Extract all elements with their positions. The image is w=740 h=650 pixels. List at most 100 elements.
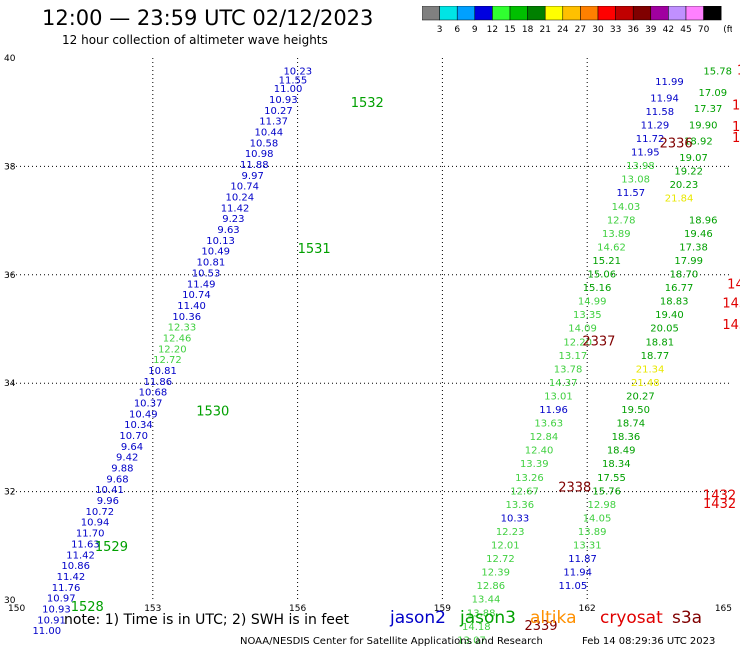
wave-height-label: 12.72 — [153, 355, 182, 366]
wave-height-label: 18.96 — [689, 215, 718, 226]
wave-height-label: 10.81 — [197, 258, 226, 269]
wave-height-label: 17.55 — [597, 473, 626, 484]
wave-height-label: 14.18 — [462, 622, 491, 633]
legend-tick: 6 — [454, 25, 460, 35]
wave-height-label: 12.01 — [491, 541, 520, 552]
wave-height-label: 11.05 — [559, 581, 588, 592]
wave-height-label: 19.22 — [674, 167, 703, 178]
wave-height-label: 12.33 — [168, 323, 197, 334]
wave-height-label: 11.57 — [616, 188, 645, 199]
wave-height-label: 10.53 — [192, 268, 221, 279]
wave-height-label: 12.20 — [158, 344, 187, 355]
wave-height-label: 9.64 — [121, 442, 143, 453]
wave-height-label: 11.76 — [52, 583, 81, 594]
wave-height-label: 13.89 — [602, 229, 631, 240]
wave-height-label: 13.17 — [559, 351, 588, 362]
wave-height-label: 11.95 — [631, 148, 660, 159]
wave-height-label: 13.26 — [515, 473, 544, 484]
wave-height-label: 10.74 — [230, 182, 259, 193]
wave-height-label: 15.06 — [588, 270, 617, 281]
wave-height-label: 13.31 — [573, 541, 602, 552]
wave-height-label: 18.49 — [607, 446, 636, 457]
wave-height-label: 11.49 — [187, 279, 216, 290]
wave-height-label: 10.23 — [283, 66, 312, 77]
wave-height-label: 12.84 — [530, 432, 559, 443]
wave-height-label: 10.49 — [129, 409, 158, 420]
wave-height-label: 18.92 — [684, 137, 713, 148]
wave-height-label: 21.34 — [636, 364, 665, 375]
y-tick-label: 34 — [4, 379, 16, 389]
satellite-label-altika: altika — [530, 608, 577, 628]
wave-height-label: 15.76 — [592, 486, 621, 497]
legend-tick: 27 — [575, 25, 586, 35]
wave-height-label: 14.62 — [597, 242, 626, 253]
wave-height-label: 13.89 — [578, 527, 607, 538]
wave-height-label: 17.38 — [679, 242, 708, 253]
legend-unit: (ft) — [723, 25, 732, 35]
wave-height-label: 13.48 — [452, 649, 481, 650]
legend-tick: 18 — [522, 25, 534, 35]
wave-height-label: 10.49 — [201, 247, 230, 258]
satellite-label-jason2: jason2 — [390, 608, 446, 628]
y-tick-label: 32 — [4, 488, 15, 498]
track-number-label: 1432 — [703, 489, 736, 504]
wave-height-label: 18.74 — [616, 419, 645, 430]
wave-height-label: 11.58 — [645, 107, 674, 118]
wave-height-label: 12.86 — [477, 581, 506, 592]
wave-height-label: 9.97 — [242, 171, 264, 182]
wave-height-label: 14.03 — [612, 202, 641, 213]
wave-height-label: 19.40 — [655, 310, 684, 321]
wave-height-label: 19.46 — [684, 229, 713, 240]
wave-height-label: 18.34 — [602, 459, 631, 470]
wave-height-label: 16.77 — [665, 283, 694, 294]
wave-height-label: 17.09 — [699, 88, 728, 99]
wave-height-label: 11.55 — [279, 75, 308, 86]
track-number-label: 1 — [737, 63, 740, 78]
track-number-label: 1432 — [703, 497, 736, 512]
wave-height-label: 10.33 — [501, 513, 530, 524]
x-tick-label: 165 — [715, 604, 732, 614]
track-number-label: 2338 — [558, 481, 591, 496]
wave-height-label: 15.78 — [703, 66, 732, 77]
wave-height-label: 21.84 — [665, 194, 694, 205]
wave-height-label: 11.72 — [636, 134, 665, 145]
wave-height-label: 9.88 — [111, 464, 133, 475]
track-number-label: 1430 — [727, 277, 740, 292]
wave-height-label: 11.87 — [568, 554, 597, 565]
wave-height-label: 14.99 — [578, 297, 607, 308]
wave-height-label: 10.34 — [124, 420, 153, 431]
chart-subtitle: 12 hour collection of altimeter wave hei… — [62, 33, 328, 47]
wave-height-label: 11.94 — [650, 93, 679, 104]
wave-height-label: 13.36 — [505, 500, 534, 511]
timestamp: Feb 14 08:29:36 UTC 2023 — [582, 636, 716, 647]
wave-height-label: 19.07 — [679, 153, 708, 164]
wave-height-label: 11.94 — [563, 568, 592, 579]
wave-height-label: 9.42 — [116, 453, 138, 464]
wave-height-label: 11.00 — [32, 626, 61, 637]
wave-height-label: 10.58 — [250, 138, 279, 149]
wave-height-label: 13.44 — [472, 595, 501, 606]
wave-height-label: 11.86 — [143, 377, 172, 388]
wave-height-label: 19.90 — [689, 120, 718, 131]
track-number-label: 1529 — [95, 540, 128, 555]
wave-height-label: 10.97 — [47, 594, 76, 605]
track-number-label: 2339 — [524, 619, 557, 634]
y-tick-label: 40 — [4, 54, 16, 64]
wave-height-label: 12.23 — [496, 527, 525, 538]
legend-tick: 12 — [487, 25, 498, 35]
legend-tick: 45 — [680, 25, 691, 35]
wave-height-label: 10.72 — [86, 507, 115, 518]
wave-height-label: 17.37 — [694, 104, 723, 115]
wave-height-label: 10.36 — [172, 312, 201, 323]
legend-tick: 3 — [437, 25, 443, 35]
wave-height-label: 9.63 — [217, 225, 239, 236]
wave-height-label: 10.27 — [264, 106, 293, 117]
wave-height-label: 11.42 — [66, 550, 95, 561]
wave-height-label: 11.37 — [259, 117, 288, 128]
wave-height-label: 10.70 — [119, 431, 148, 442]
wave-height-label: 13.63 — [534, 419, 563, 430]
wave-height-label: 19.50 — [621, 405, 650, 416]
legend-swatch — [703, 6, 722, 21]
